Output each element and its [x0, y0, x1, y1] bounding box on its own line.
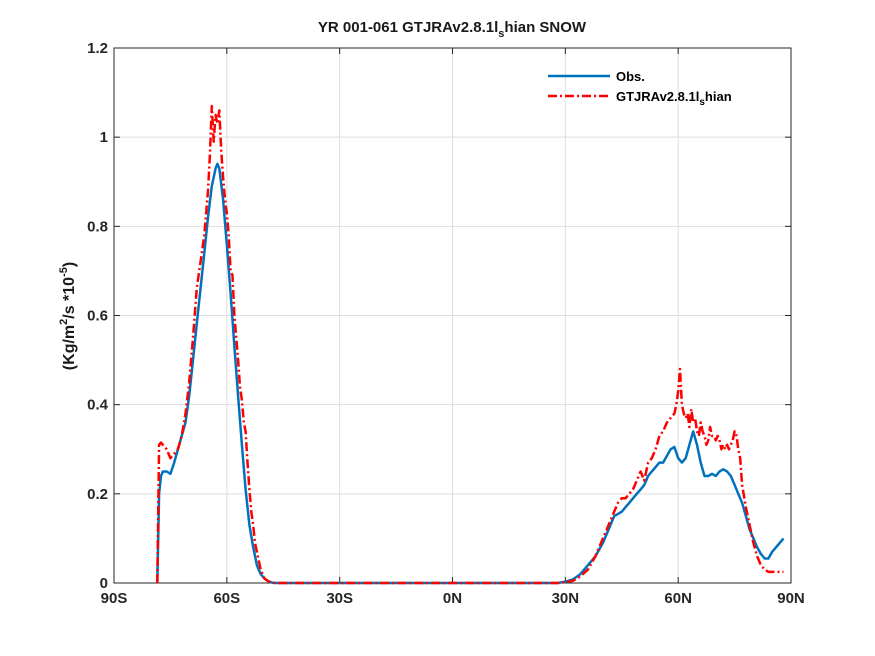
y-axis-label-sup-1: 2 [58, 319, 70, 325]
y-tick-label: 0 [100, 575, 108, 592]
legend-label-tail: hian [705, 89, 732, 104]
legend-label: Obs. [616, 69, 645, 84]
chart-title: YR 001-061 GTJRAv2.8.1lshian SNOW [318, 19, 587, 40]
y-axis-label: (Kg/m2/s *10-5) [58, 262, 78, 370]
y-tick-label: 0.4 [87, 397, 109, 414]
legend-label-subscript: s [699, 97, 705, 108]
legend-label-main: Obs. [616, 69, 645, 84]
series-line-model [156, 104, 784, 585]
chart-title-subscript: s [498, 28, 504, 40]
x-tick-label: 0N [443, 590, 462, 607]
y-tick-label: 1.2 [87, 40, 108, 57]
legend-label: GTJRAv2.8.1lshian [616, 89, 732, 108]
legend-label-main: GTJRAv2.8.1l [616, 89, 699, 104]
chart-title-main: YR 001-061 GTJRAv2.8.1l [318, 19, 498, 36]
x-tick-label: 60S [213, 590, 240, 607]
y-tick-label: 0.6 [87, 308, 108, 325]
y-tick-label: 0.2 [87, 486, 108, 503]
y-tick-label: 1 [100, 129, 108, 146]
legend: Obs. GTJRAv2.8.1lshian [548, 69, 732, 108]
axis-ticks: 90S 60S 30S 0N 30N 60N 90N 0 0.2 0.4 0.6 0.8 1 1.2 [87, 40, 805, 607]
series-lines [156, 104, 785, 585]
y-axis-label-part-c: ) [61, 262, 78, 267]
x-tick-label: 60N [664, 590, 692, 607]
x-tick-label: 30S [326, 590, 353, 607]
x-tick-label: 30N [552, 590, 580, 607]
y-tick-label: 0.8 [87, 218, 108, 235]
y-axis-label-part-b: /s *10 [61, 277, 78, 319]
y-axis-label-sup-2: -5 [58, 267, 70, 277]
x-tick-label: 90S [101, 590, 128, 607]
x-tick-label: 90N [777, 590, 805, 607]
y-axis-label-part-a: (Kg/m [61, 325, 78, 370]
chart-title-tail: hian SNOW [504, 19, 587, 36]
